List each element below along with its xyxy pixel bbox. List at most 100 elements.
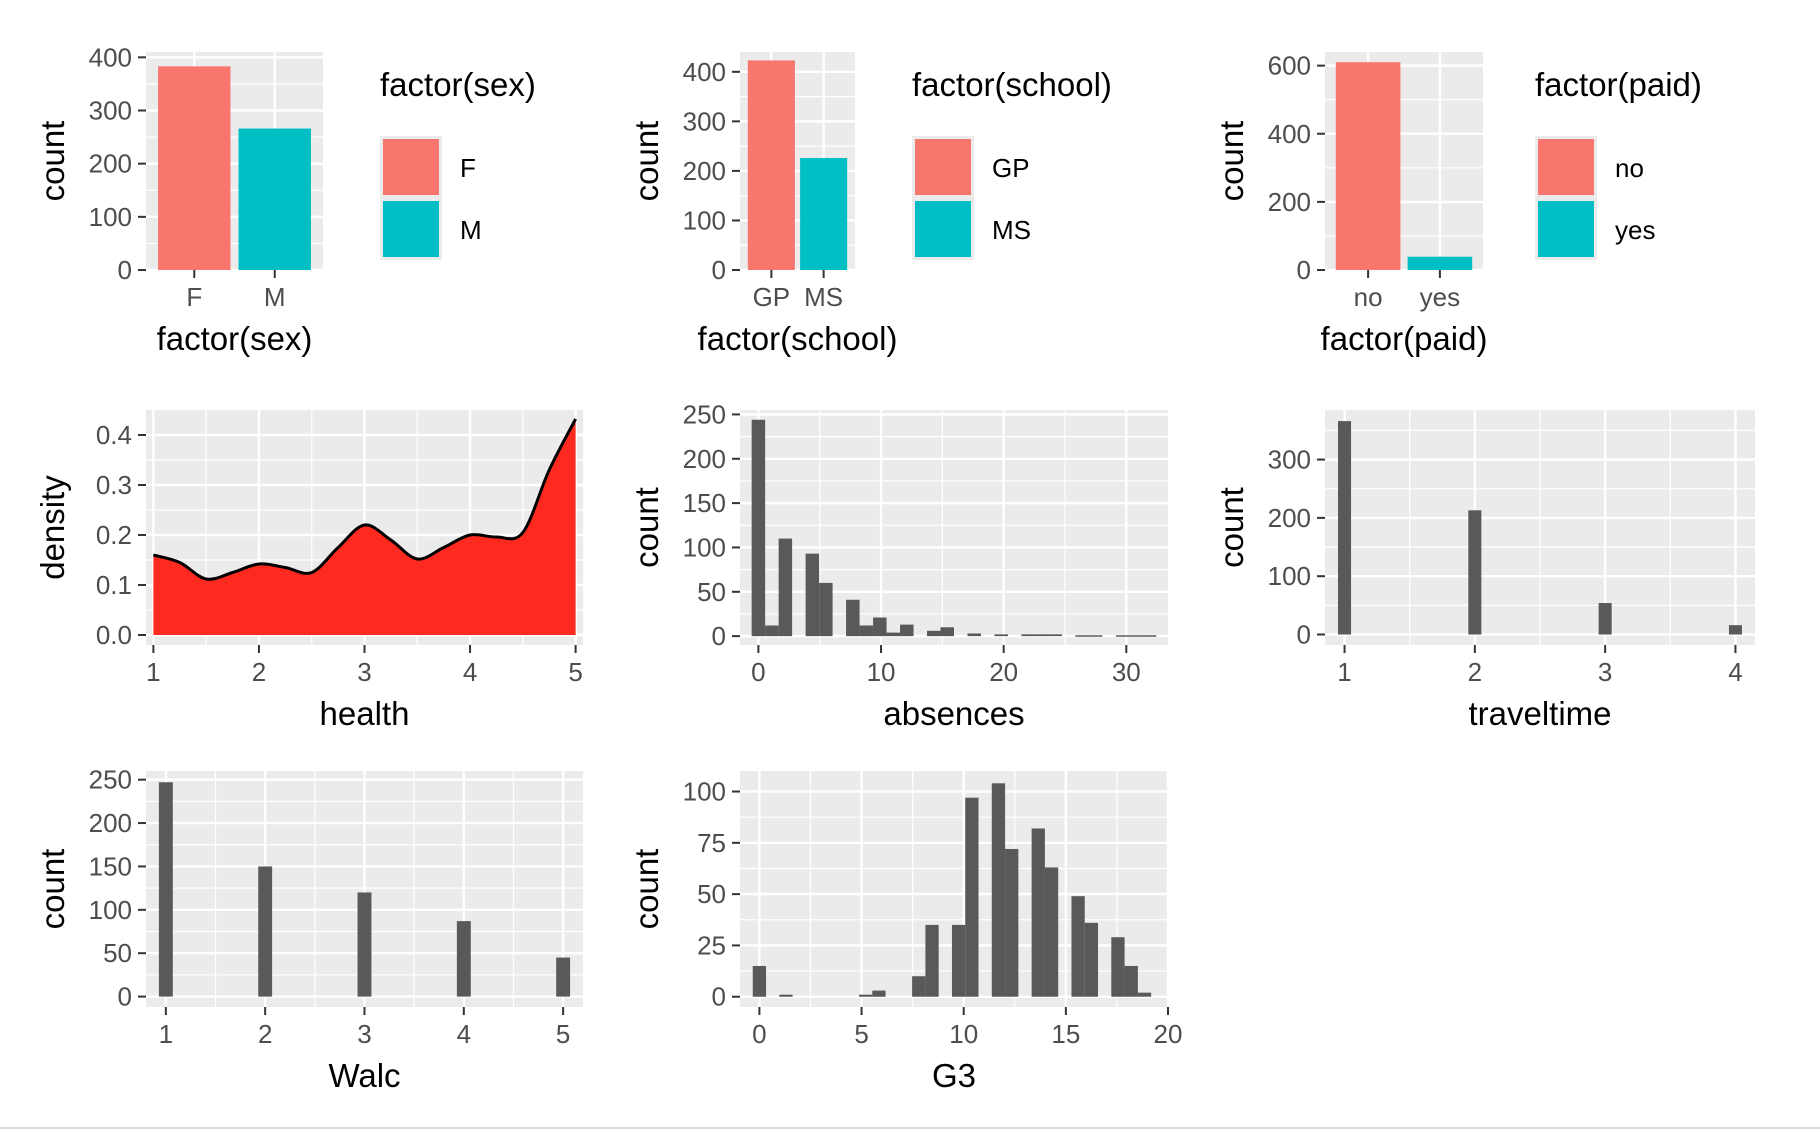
histogram-bar — [765, 625, 779, 637]
chart-panel-3: 0 200 400 600 no yes factor(paid) count factor(p… — [1213, 51, 1702, 357]
legend-label: M — [460, 215, 482, 245]
legend-label: yes — [1615, 215, 1655, 245]
histogram-bar — [1468, 510, 1482, 635]
x-tick-label: yes — [1420, 282, 1460, 312]
x-tick-label: M — [264, 282, 286, 312]
y-tick-label: 400 — [1268, 119, 1311, 149]
y-tick-label: 75 — [697, 828, 726, 858]
legend: factor(sex) F M — [380, 66, 536, 260]
legend-swatch-yes — [1538, 201, 1594, 257]
y-tick-label: 0 — [1297, 620, 1311, 650]
x-tick-label: 2 — [1468, 657, 1482, 687]
y-tick-label: 300 — [89, 95, 132, 125]
x-tick-label: 4 — [1728, 657, 1742, 687]
chart-panel-5: 0 50 100 150 200 250 0 10 20 30 absences count — [628, 399, 1168, 732]
x-tick-label: 20 — [989, 657, 1018, 687]
y-tick-label: 100 — [683, 777, 726, 807]
bar-yes — [1407, 256, 1473, 270]
y-axis-title: count — [1213, 121, 1250, 202]
chart-panel-8: 0 25 50 75 100 0 5 10 15 20 G3 count — [628, 771, 1182, 1094]
y-axis-title: count — [628, 849, 665, 930]
histogram-bar — [357, 892, 372, 997]
x-axis-title: factor(paid) — [1321, 320, 1488, 357]
y-axis-title: count — [34, 849, 71, 930]
y-tick-label: 0.2 — [96, 520, 132, 550]
x-tick-label: 2 — [258, 1019, 272, 1049]
histogram-bar — [1598, 603, 1612, 635]
y-tick-label: 200 — [89, 149, 132, 179]
x-axis-title: G3 — [932, 1057, 976, 1094]
histogram-bar — [873, 617, 887, 637]
y-tick-label: 0.3 — [96, 470, 132, 500]
y-tick-label: 0.1 — [96, 570, 132, 600]
histogram-bar — [751, 419, 766, 637]
y-tick-label: 50 — [697, 577, 726, 607]
histogram-bar — [258, 866, 273, 997]
chart-panel-7: 0 50 100 150 200 250 1 2 3 4 5 Walc count — [34, 765, 583, 1094]
y-tick-label: 150 — [89, 851, 132, 881]
legend: factor(paid) no yes — [1535, 66, 1702, 260]
histogram-bar — [1129, 635, 1143, 637]
y-axis-title: count — [628, 121, 665, 202]
x-axis-title: factor(sex) — [157, 320, 313, 357]
density-area — [153, 419, 576, 635]
y-tick-label: 0 — [1297, 255, 1311, 285]
x-tick-label: MS — [804, 282, 843, 312]
chart-panel-6: 0 100 200 300 1 2 3 4 traveltime count — [1213, 410, 1755, 732]
x-tick-label: 5 — [568, 657, 582, 687]
histogram-bar — [859, 625, 874, 637]
density-line — [152, 418, 577, 581]
legend-swatch-MS — [915, 201, 971, 257]
x-tick-label: 1 — [146, 657, 160, 687]
y-axis-title: count — [628, 487, 665, 568]
x-tick-label: 4 — [457, 1019, 471, 1049]
histogram-bar — [158, 782, 173, 997]
histogram-bar — [1124, 965, 1138, 997]
histogram-bar — [1075, 635, 1089, 637]
bar-M — [238, 128, 311, 270]
y-tick-label: 25 — [697, 930, 726, 960]
histogram-bar — [1115, 635, 1130, 637]
x-tick-label: no — [1354, 282, 1383, 312]
x-tick-label: 1 — [159, 1019, 173, 1049]
histogram-bar — [1142, 635, 1157, 637]
x-tick-label: 3 — [357, 657, 371, 687]
histogram-bar — [1728, 625, 1742, 635]
y-tick-label: 400 — [683, 57, 726, 87]
x-tick-label: GP — [753, 282, 791, 312]
histogram-bar — [1048, 634, 1062, 637]
legend-swatch-M — [383, 201, 439, 257]
y-tick-label: 100 — [1268, 561, 1311, 591]
x-tick-label: 10 — [949, 1019, 978, 1049]
y-axis-title: density — [34, 475, 71, 580]
y-tick-label: 400 — [89, 42, 132, 72]
histogram-bar — [900, 624, 914, 637]
histogram-bar — [1338, 421, 1352, 635]
y-tick-label: 0 — [712, 621, 726, 651]
y-tick-label: 50 — [697, 879, 726, 909]
x-axis-title: traveltime — [1468, 695, 1611, 732]
y-tick-label: 250 — [683, 399, 726, 429]
legend-label: MS — [992, 215, 1031, 245]
x-tick-label: 10 — [867, 657, 896, 687]
histogram-bar — [994, 634, 1008, 637]
y-tick-label: 100 — [683, 205, 726, 235]
histogram-bar — [556, 957, 571, 997]
y-tick-label: 0.4 — [96, 420, 132, 450]
histogram-bar — [925, 924, 939, 997]
y-tick-label: 200 — [89, 808, 132, 838]
x-tick-label: 5 — [854, 1019, 868, 1049]
histogram-bar — [859, 994, 873, 997]
legend-swatch-F — [383, 139, 439, 195]
chart-panel-4: 0.0 0.1 0.2 0.3 0.4 1 2 3 4 5 health density — [34, 410, 583, 732]
legend: factor(school) GP MS — [912, 66, 1112, 260]
x-tick-label: 2 — [252, 657, 266, 687]
x-tick-label: 0 — [751, 657, 765, 687]
legend-label: no — [1615, 153, 1644, 183]
legend-label: F — [460, 153, 476, 183]
histogram-bar — [778, 538, 793, 637]
legend-title: factor(paid) — [1535, 66, 1702, 103]
histogram-bar — [1071, 896, 1085, 997]
x-tick-label: 5 — [556, 1019, 570, 1049]
